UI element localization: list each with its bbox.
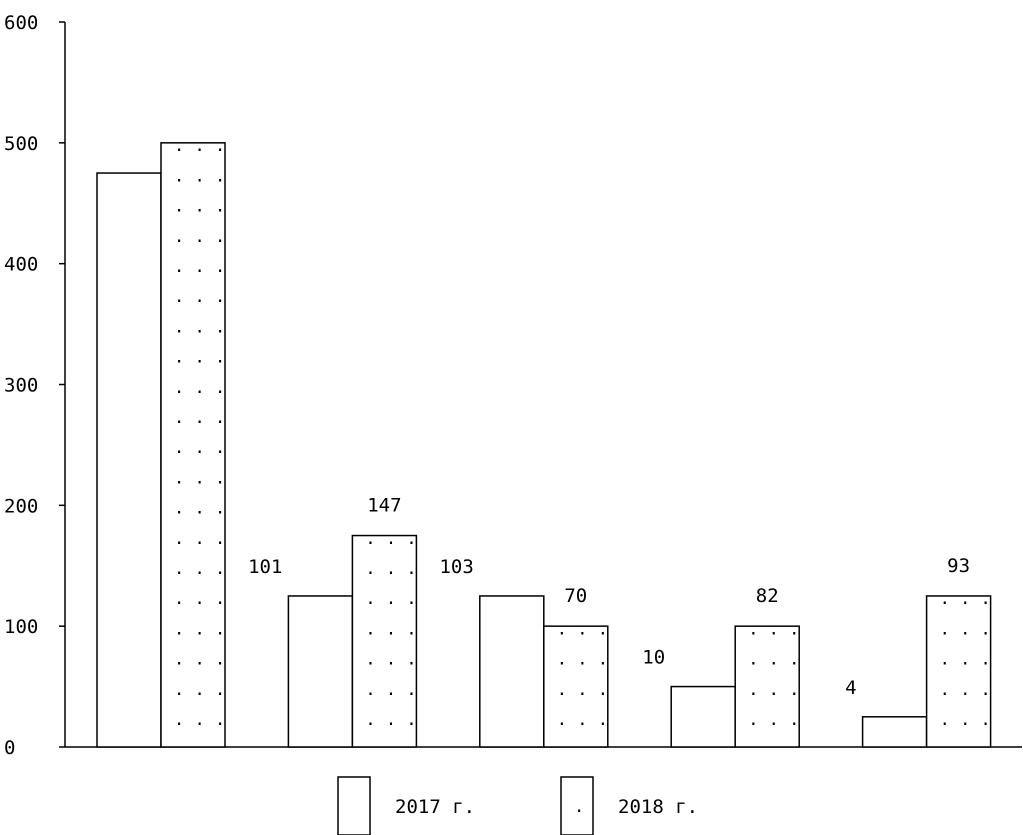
bar-pattern-dots: . . . <box>174 438 225 458</box>
bar-pattern-dots: . . . <box>174 136 225 156</box>
bar-pattern-dots: . . . <box>940 710 991 730</box>
data-labels: 101 103 10 4 147 70 82 93 <box>248 495 970 699</box>
bar-rect <box>160 142 226 748</box>
bar-data-label: 4 <box>845 677 856 699</box>
bar <box>670 685 736 748</box>
y-tick-label: 400 <box>4 254 38 276</box>
y-axis-ticks: 0 100 200 300 400 500 600 <box>4 12 65 759</box>
bar-rect <box>861 716 928 748</box>
bar-rect <box>287 595 354 748</box>
bar-data-label: 70 <box>564 585 587 607</box>
bar-pattern-dots: . . . <box>174 378 225 398</box>
legend-label: 2017 г. <box>395 796 475 818</box>
bar-pattern-dots: . . . <box>174 348 225 368</box>
y-tick-label: 200 <box>4 495 38 517</box>
bar-pattern-dots: . . . <box>940 680 991 700</box>
legend-swatch <box>560 776 594 835</box>
legend-swatch-dots: . <box>574 797 584 817</box>
bar-pattern-dots: . . . <box>365 559 416 579</box>
y-tick-label: 300 <box>4 375 38 397</box>
bar-pattern-dots: . . . <box>748 650 799 670</box>
bar-pattern-dots: . . . <box>174 317 225 337</box>
bar <box>96 172 162 748</box>
bar-rect <box>543 625 609 748</box>
bar-rect <box>925 595 992 748</box>
bar-group: . . .. . .. . .. . .. . .. . .. . .. . .… <box>96 136 992 748</box>
bar-pattern-dots: . . . <box>365 589 416 609</box>
bar-rect <box>670 685 736 748</box>
bar-rect <box>96 172 162 748</box>
bar-pattern-dots: . . . <box>748 680 799 700</box>
bar-pattern-dots: . . . <box>174 408 225 428</box>
bar-pattern-dots: . . . <box>174 680 225 700</box>
bar-pattern-dots: . . . <box>365 680 416 700</box>
bar-pattern-dots: . . . <box>174 287 225 307</box>
bar-rect <box>734 625 800 748</box>
bar <box>479 595 545 748</box>
bar-pattern-dots: . . . <box>940 589 991 609</box>
bar-pattern-dots: . . . <box>557 650 608 670</box>
bar <box>861 716 928 748</box>
bar-data-label: 103 <box>439 556 473 578</box>
bar: . . . . . . . . . . . . <box>734 619 800 748</box>
bar-data-label: 10 <box>642 647 665 669</box>
bar-data-label: 82 <box>756 585 779 607</box>
bar: . . . . . . . . . . . . <box>543 619 609 748</box>
bar-pattern-dots: . . . <box>557 710 608 730</box>
bar-pattern-dots: . . . <box>174 468 225 488</box>
bar-pattern-dots: . . . <box>174 529 225 549</box>
bar-pattern-dots: . . . <box>365 619 416 639</box>
bar-pattern-dots: . . . <box>174 227 225 247</box>
bar-pattern-dots: . . . <box>557 680 608 700</box>
bar-pattern-dots: . . . <box>174 499 225 519</box>
bar: . . . . . . . . . . . . . . . . . . . . . <box>351 529 418 748</box>
y-tick-label: 500 <box>4 133 38 155</box>
legend-item: 2017 г. <box>337 776 475 835</box>
bar <box>287 595 354 748</box>
bar-rect <box>351 534 418 748</box>
bar-pattern-dots: . . . <box>365 529 416 549</box>
bar-pattern-dots: . . . <box>174 589 225 609</box>
bar-pattern-dots: . . . <box>940 650 991 670</box>
bar-pattern-dots: . . . <box>365 650 416 670</box>
bar-pattern-dots: . . . <box>174 559 225 579</box>
bar-pattern-dots: . . . <box>174 197 225 217</box>
bar-data-label: 101 <box>248 556 282 578</box>
bar-data-label: 93 <box>947 555 970 577</box>
bar-pattern-dots: . . . <box>174 650 225 670</box>
y-tick-label: 0 <box>4 737 15 759</box>
legend-swatch <box>337 776 371 835</box>
bar: . . . . . . . . . . . . . . . <box>925 589 992 748</box>
bar-pattern-dots: . . . <box>174 166 225 186</box>
bar-pattern-dots: . . . <box>748 710 799 730</box>
bar-pattern-dots: . . . <box>365 710 416 730</box>
legend-item: . 2018 г. <box>560 776 698 835</box>
bar-pattern-dots: . . . <box>174 257 225 277</box>
bar: . . . . . . . . . . . . . . . . . . . . . . . .… <box>160 136 226 748</box>
bar-pattern-dots: . . . <box>940 619 991 639</box>
bar-pattern-dots: . . . <box>174 619 225 639</box>
bar-pattern-dots: . . . <box>748 619 799 639</box>
legend-label: 2018 г. <box>618 796 698 818</box>
bar-pattern-dots: . . . <box>557 619 608 639</box>
bar-data-label: 147 <box>367 495 401 517</box>
y-tick-label: 600 <box>4 12 38 34</box>
bar-rect <box>479 595 545 748</box>
y-tick-label: 100 <box>4 616 38 638</box>
legend: 2017 г.. 2018 г. <box>337 776 698 835</box>
bar-pattern-dots: . . . <box>174 710 225 730</box>
